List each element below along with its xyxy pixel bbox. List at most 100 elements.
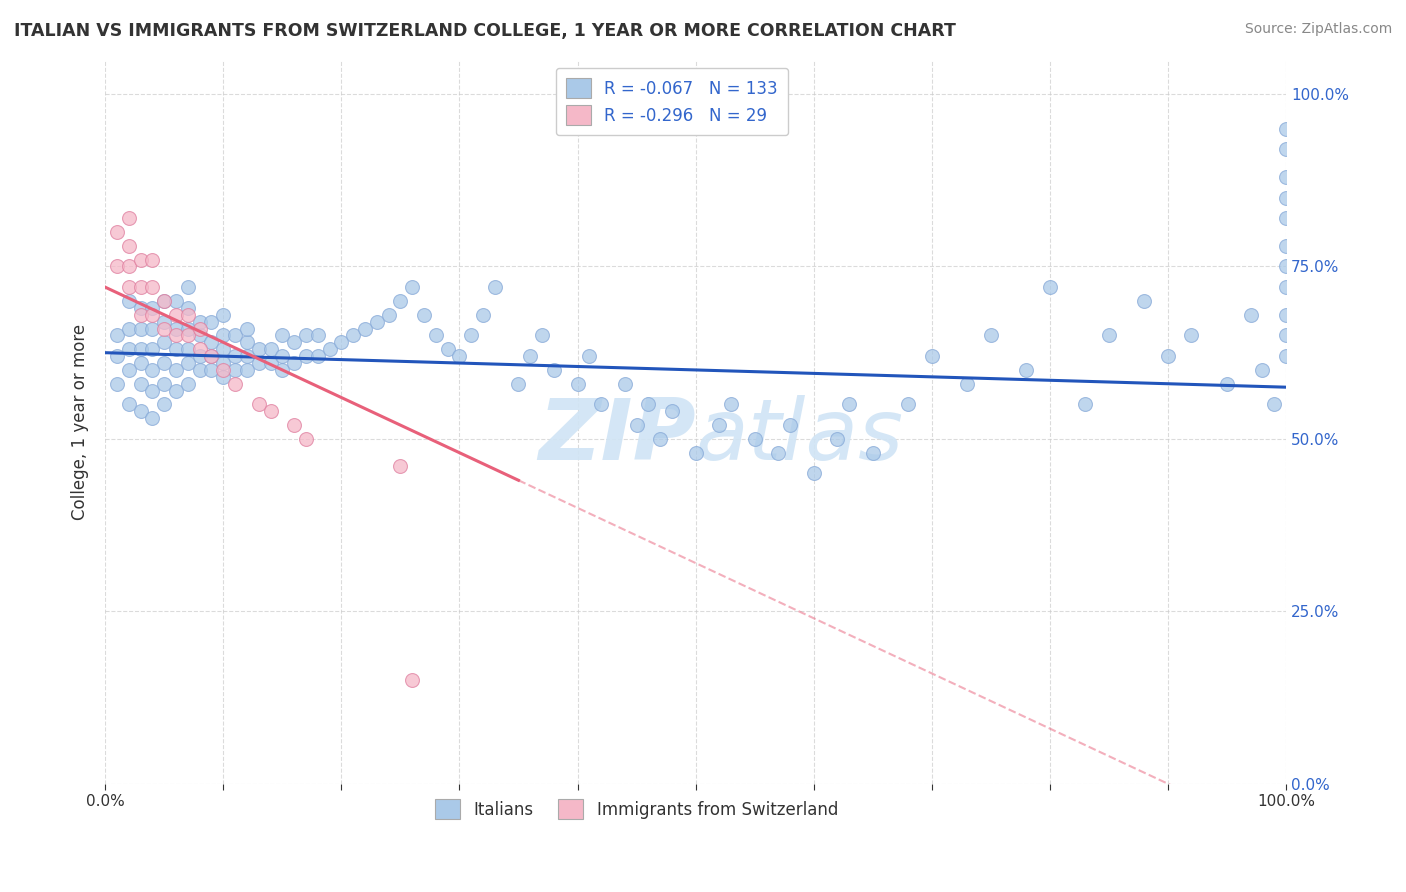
Point [200,363,222,377]
Point [366,315,388,329]
Point [1180,328,1202,343]
Point [591,397,613,411]
Point [141,321,163,335]
Point [141,343,163,357]
Point [129,308,152,322]
Point [720,397,742,411]
Point [224,376,246,391]
Point [389,293,412,308]
Point [1098,328,1121,343]
Point [177,343,200,357]
Point [141,411,163,425]
Point [141,301,163,315]
Point [413,308,436,322]
Text: ZIP: ZIP [538,394,696,477]
Point [283,335,305,350]
Point [956,376,979,391]
Point [1157,349,1180,363]
Point [188,349,211,363]
Point [200,315,222,329]
Point [212,343,235,357]
Point [118,363,141,377]
Point [129,343,152,357]
Point [1263,397,1285,411]
Point [318,343,340,357]
Point [129,376,152,391]
Point [153,335,176,350]
Point [838,397,860,411]
Point [862,446,884,460]
Point [271,349,294,363]
Point [295,432,318,446]
Point [827,432,849,446]
Point [247,356,270,370]
Point [153,397,176,411]
Point [141,384,163,398]
Point [153,376,176,391]
Point [105,349,128,363]
Point [177,280,200,294]
Point [200,349,222,363]
Point [1275,211,1298,226]
Point [377,308,399,322]
Point [153,321,176,335]
Point [141,280,163,294]
Point [259,404,281,418]
Point [259,356,281,370]
Point [177,308,200,322]
Point [129,252,152,267]
Point [460,328,482,343]
Point [165,343,187,357]
Point [129,321,152,335]
Point [613,376,636,391]
Point [307,349,329,363]
Point [1275,328,1298,343]
Point [283,418,305,433]
Point [165,328,187,343]
Point [165,321,187,335]
Point [118,260,141,274]
Point [188,321,211,335]
Point [118,293,141,308]
Y-axis label: College, 1 year or more: College, 1 year or more [72,324,89,520]
Point [224,328,246,343]
Point [980,328,1002,343]
Point [118,239,141,253]
Point [129,301,152,315]
Point [342,328,364,343]
Text: ITALIAN VS IMMIGRANTS FROM SWITZERLAND COLLEGE, 1 YEAR OR MORE CORRELATION CHART: ITALIAN VS IMMIGRANTS FROM SWITZERLAND C… [14,22,956,40]
Point [118,343,141,357]
Point [709,418,731,433]
Point [661,404,683,418]
Point [153,293,176,308]
Point [105,260,128,274]
Point [295,328,318,343]
Point [1275,239,1298,253]
Point [177,328,200,343]
Point [153,315,176,329]
Point [921,349,943,363]
Point [685,446,707,460]
Point [212,308,235,322]
Point [508,376,530,391]
Point [118,397,141,411]
Point [259,343,281,357]
Point [105,376,128,391]
Point [200,335,222,350]
Point [129,356,152,370]
Point [295,349,318,363]
Point [177,356,200,370]
Point [389,459,412,474]
Point [165,363,187,377]
Point [626,418,648,433]
Point [224,349,246,363]
Point [401,673,423,688]
Point [188,315,211,329]
Point [212,356,235,370]
Point [247,343,270,357]
Point [153,356,176,370]
Point [165,293,187,308]
Point [177,301,200,315]
Point [436,343,458,357]
Point [330,335,353,350]
